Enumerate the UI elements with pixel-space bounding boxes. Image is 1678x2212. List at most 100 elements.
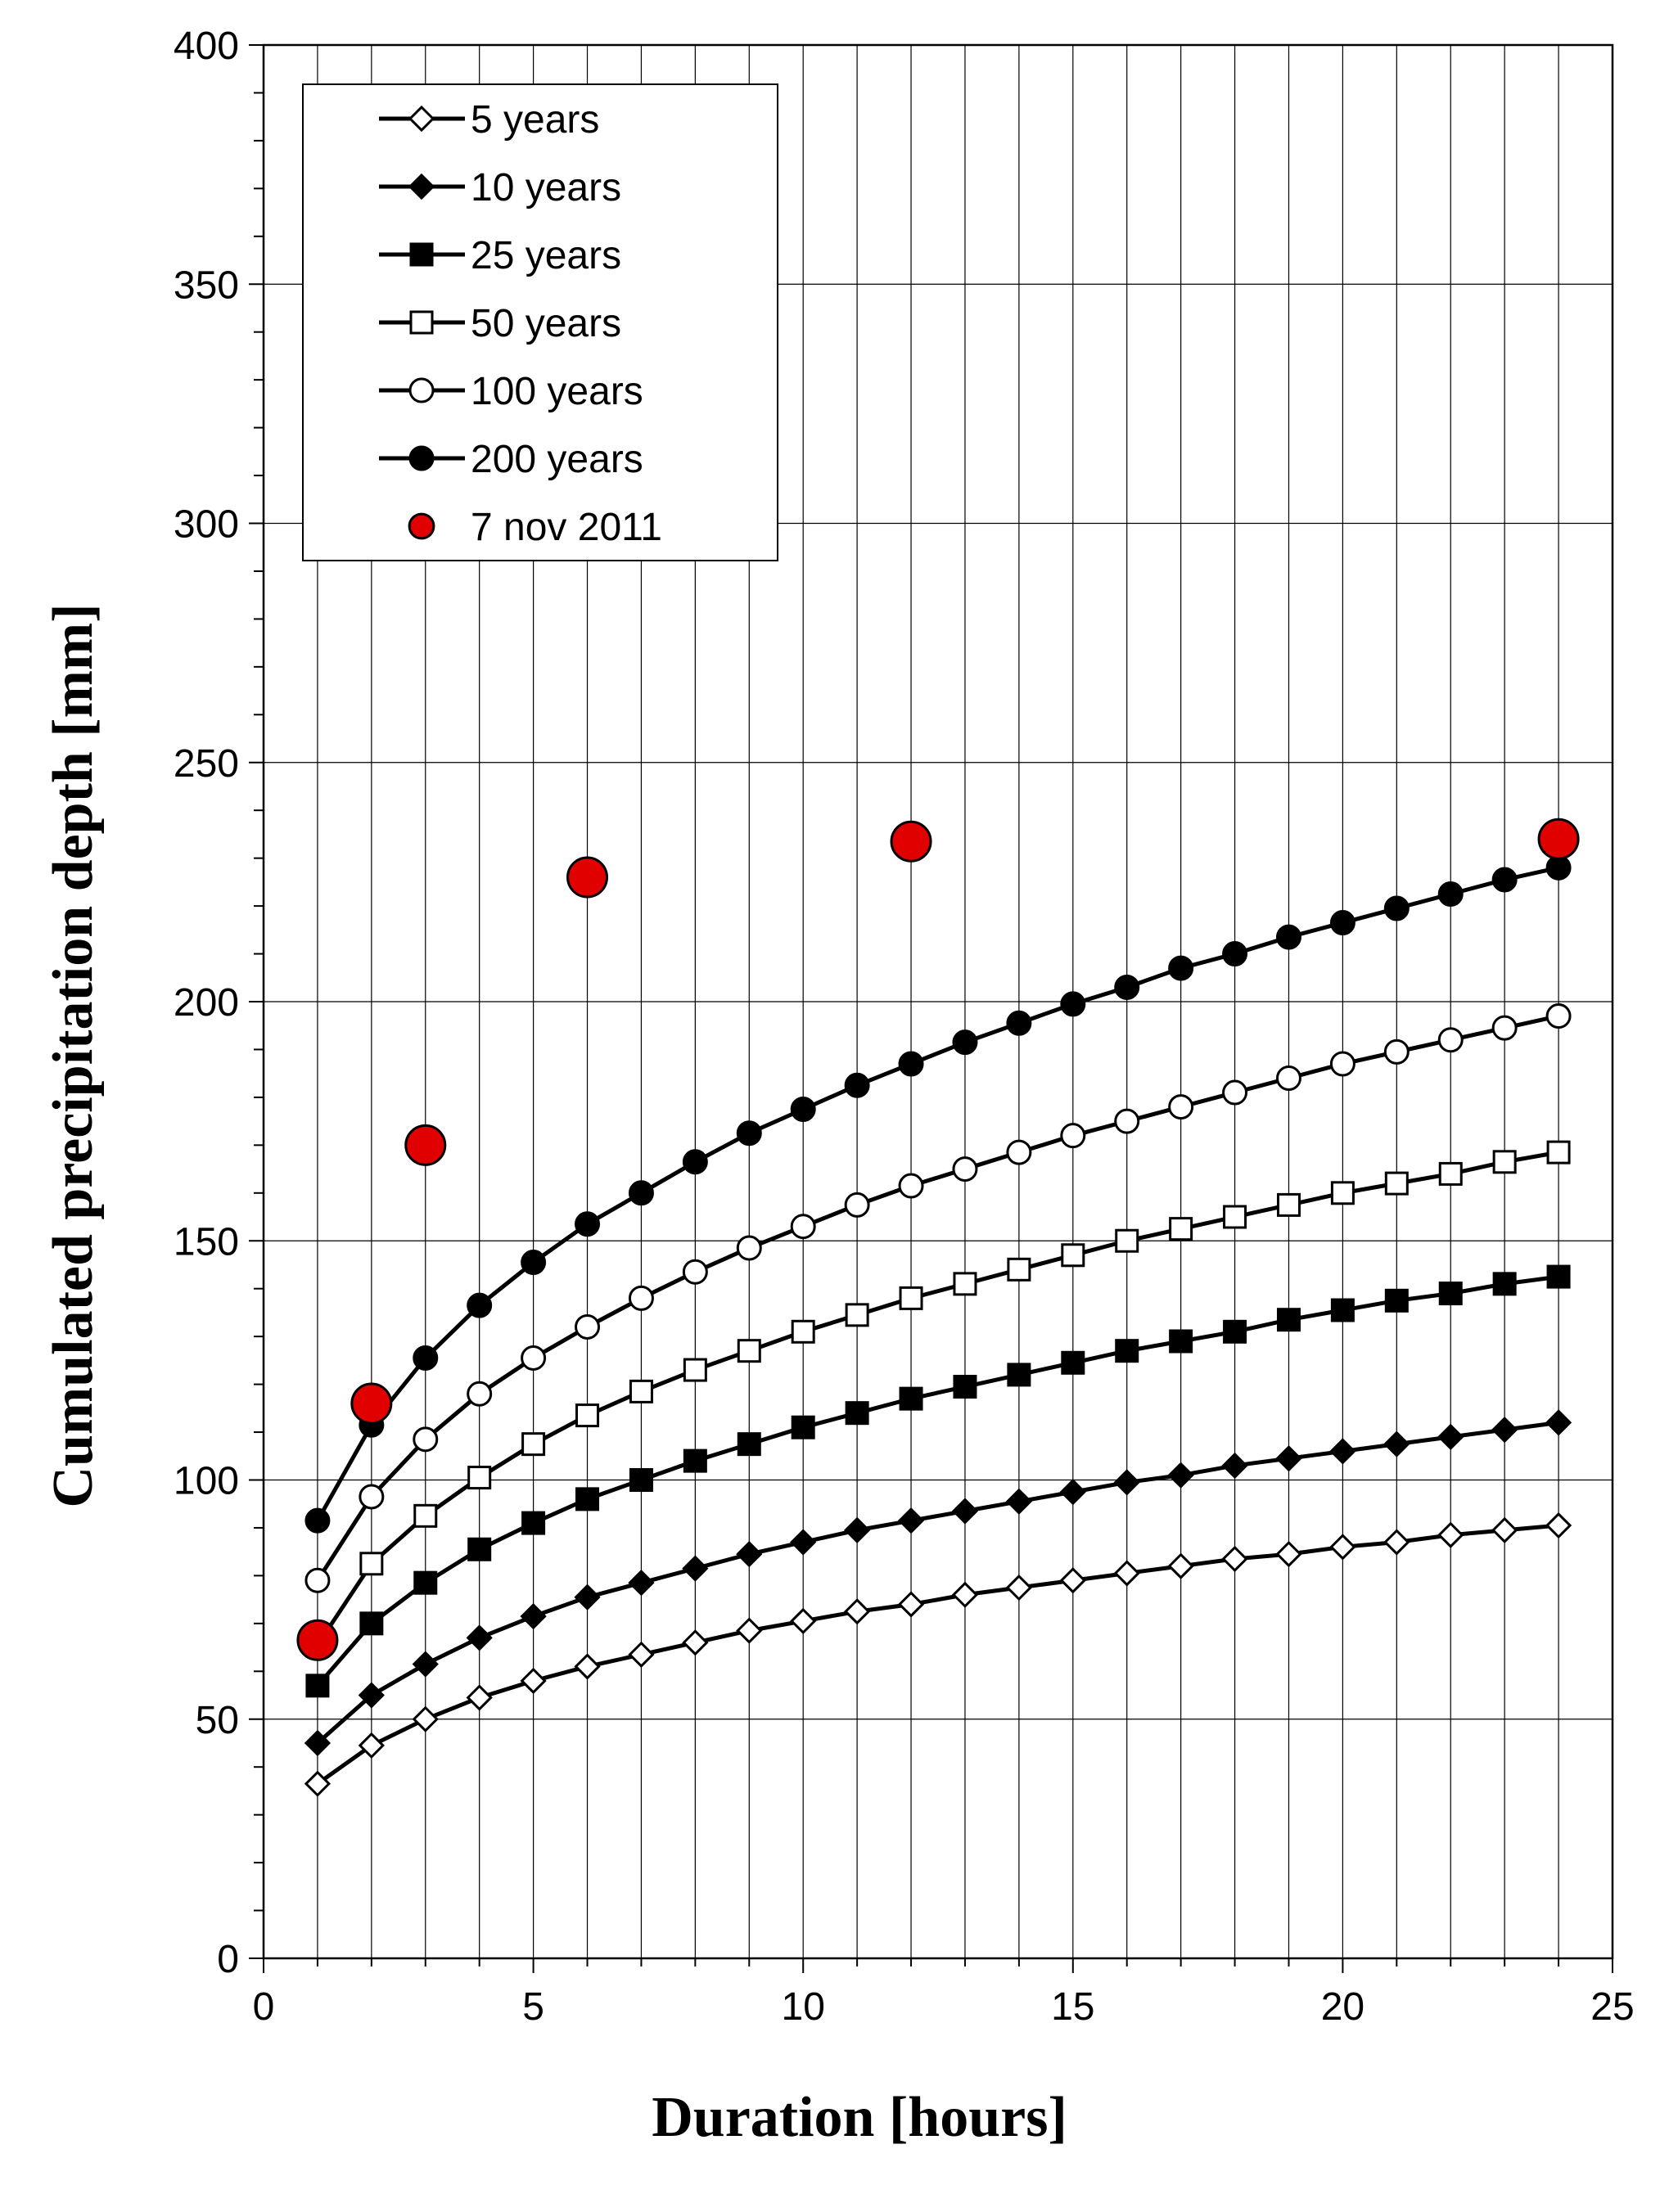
data-point (304, 1507, 331, 1534)
y-tick-label: 350 (174, 264, 239, 307)
data-point (791, 1415, 815, 1439)
data-point (1006, 1139, 1032, 1165)
data-point (1007, 1363, 1031, 1387)
data-point (899, 1386, 923, 1411)
observed-point (1537, 818, 1580, 860)
y-tick-label: 250 (174, 742, 239, 786)
data-point (1438, 1282, 1463, 1306)
legend-entry: 7 nov 2011 (408, 506, 662, 549)
data-point (790, 1529, 817, 1556)
data-point (951, 1498, 979, 1525)
data-point (467, 1537, 492, 1561)
y-tick-label: 300 (174, 503, 239, 547)
data-point (736, 1540, 763, 1568)
y-axis-title: Cumulated precipitation depth [mm] (42, 603, 105, 1507)
legend-entry: 5 years (379, 98, 599, 142)
data-point (1169, 1217, 1193, 1241)
data-point (628, 1641, 655, 1668)
data-point (521, 1345, 547, 1371)
data-point (1168, 1094, 1194, 1120)
data-point (736, 1120, 762, 1147)
x-axis-title: Duration [hours] (652, 2086, 1067, 2149)
data-point (1330, 1181, 1355, 1205)
data-point (358, 1682, 385, 1709)
legend-label: 50 years (471, 302, 621, 345)
data-point (1545, 1409, 1572, 1436)
legend-entry: 200 years (379, 438, 643, 481)
data-point (358, 1732, 385, 1759)
data-point (1113, 1469, 1140, 1496)
x-tick-label: 10 (782, 1985, 825, 2029)
data-point (1061, 1243, 1085, 1268)
data-point (1384, 1171, 1409, 1196)
data-point (1383, 1038, 1410, 1065)
data-point (1383, 895, 1410, 921)
data-point (521, 1432, 546, 1457)
legend-label: 25 years (471, 234, 621, 277)
data-point (305, 1674, 330, 1698)
data-point (1005, 1574, 1033, 1602)
data-point (1223, 1205, 1247, 1229)
data-point (1006, 1010, 1032, 1036)
y-tick-label: 150 (174, 1220, 239, 1264)
data-point (359, 1484, 385, 1510)
data-point (952, 1029, 978, 1056)
legend-marker (409, 310, 434, 335)
data-point (1275, 924, 1301, 950)
data-point (1169, 1329, 1193, 1354)
data-point (683, 1358, 707, 1382)
data-point (790, 1214, 816, 1240)
data-point (844, 1072, 870, 1098)
x-tick-label: 25 (1590, 1985, 1634, 2029)
series-10-years (304, 1409, 1572, 1757)
data-point (1060, 1123, 1086, 1149)
series-layer (296, 818, 1580, 1797)
data-point (467, 1292, 493, 1318)
data-point (736, 1235, 762, 1261)
data-point (790, 1097, 816, 1123)
data-point (1329, 1534, 1356, 1561)
data-point (412, 1705, 439, 1732)
data-point (1546, 1264, 1571, 1289)
data-point (1059, 1567, 1086, 1594)
data-point (1492, 1150, 1517, 1174)
legend-entry: 10 years (379, 166, 621, 209)
data-point (1437, 1027, 1464, 1053)
legend-label: 200 years (471, 438, 643, 481)
data-point (1276, 1192, 1301, 1217)
data-point (1221, 1545, 1248, 1573)
data-point (520, 1602, 547, 1630)
data-point (843, 1516, 871, 1543)
y-tick-label: 400 (174, 25, 239, 68)
legend-entry: 25 years (379, 234, 621, 277)
data-point (1115, 1228, 1139, 1253)
legend-marker (408, 105, 435, 133)
data-point (898, 1051, 924, 1077)
data-point (736, 1617, 763, 1644)
data-point (1114, 1108, 1140, 1134)
observed-point (296, 1619, 339, 1661)
data-point (1168, 955, 1194, 981)
series-25-years (305, 1264, 1571, 1698)
data-point (1115, 1339, 1139, 1363)
legend-label: 7 nov 2011 (471, 506, 662, 549)
data-point (737, 1432, 761, 1457)
x-tick-label: 20 (1321, 1985, 1365, 2029)
data-point (1275, 1065, 1301, 1092)
data-point (1330, 1298, 1355, 1322)
legend-marker (408, 173, 435, 200)
data-point (1383, 1529, 1410, 1556)
legend-marker (408, 512, 435, 540)
data-point (304, 1729, 332, 1757)
data-point (628, 1285, 654, 1311)
data-point (1492, 1272, 1517, 1296)
data-point (1275, 1540, 1302, 1568)
data-point (898, 1173, 924, 1199)
data-point (466, 1624, 493, 1651)
data-point (575, 1487, 600, 1511)
data-point (575, 1403, 600, 1428)
data-point (951, 1581, 979, 1608)
data-point (1113, 1560, 1140, 1587)
